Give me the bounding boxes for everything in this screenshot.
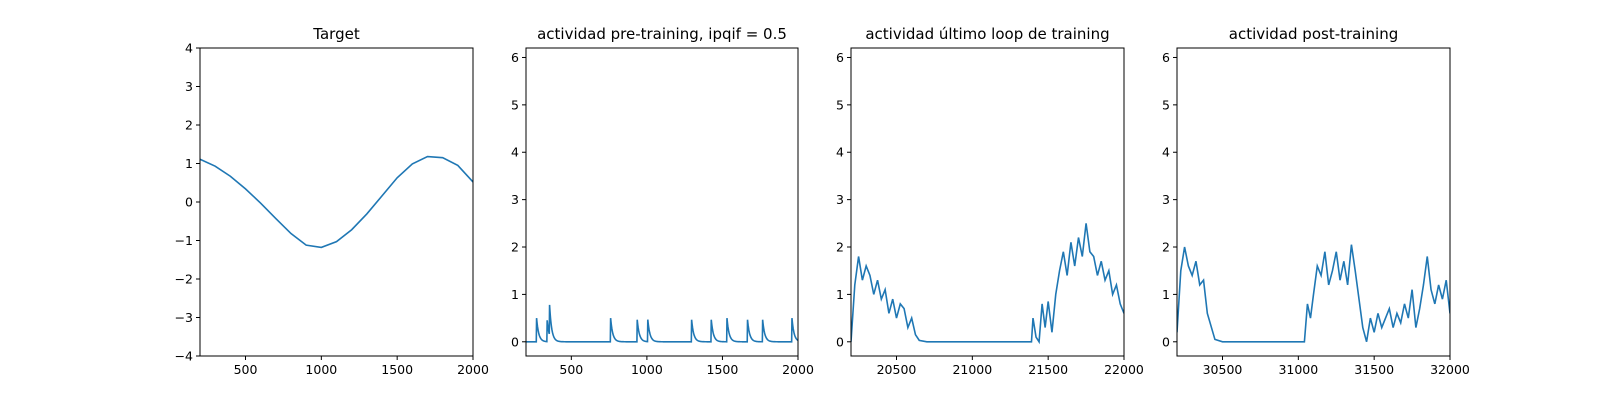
y-tick-label: 1: [1162, 287, 1170, 302]
x-tick-label: 30500: [1203, 362, 1243, 377]
x-tick-label: 31500: [1354, 362, 1394, 377]
chart-title: actividad pre-training, ipqif = 0.5: [537, 25, 787, 43]
y-tick-label: 2: [1162, 240, 1170, 255]
y-tick-label: 0: [836, 334, 844, 349]
x-tick-label: 31000: [1278, 362, 1318, 377]
series-line: [1177, 244, 1450, 343]
y-tick-label: 1: [836, 287, 844, 302]
y-tick-label: −4: [175, 349, 193, 364]
axes-frame: [525, 47, 799, 357]
y-tick-label: 1: [185, 156, 193, 171]
y-tick-label: 6: [511, 50, 519, 65]
axes-frame: [1176, 47, 1451, 357]
y-tick-label: −1: [175, 233, 193, 248]
axes-frame: [199, 47, 474, 357]
x-tick-label: 21000: [952, 362, 992, 377]
y-tick-label: 6: [1162, 50, 1170, 65]
y-tick-label: 6: [836, 50, 844, 65]
y-tick-label: 3: [185, 79, 193, 94]
y-tick-label: 4: [836, 145, 844, 160]
x-tick-label: 1500: [381, 362, 413, 377]
x-tick-label: 32000: [1430, 362, 1470, 377]
x-tick-label: 500: [559, 362, 583, 377]
y-tick-label: 2: [511, 240, 519, 255]
axes-frame: [850, 47, 1125, 357]
series-line: [526, 304, 798, 343]
series-line: [200, 155, 473, 249]
chart-panel-1: Target 500 1000 1500 2000 −4 −3 −2 −1 0 1 2 3 4: [175, 25, 489, 377]
x-tick-label: 2000: [782, 362, 814, 377]
x-tick-label: 1000: [305, 362, 337, 377]
y-tick-label: 2: [836, 240, 844, 255]
x-tick-label: 2000: [457, 362, 489, 377]
y-tick-label: 1: [511, 287, 519, 302]
x-tick-label: 500: [234, 362, 258, 377]
x-tick-label: 1500: [707, 362, 739, 377]
y-tick-label: 3: [511, 192, 519, 207]
y-tick-label: −2: [175, 272, 193, 287]
y-tick-label: 5: [1162, 97, 1170, 112]
y-tick-label: 5: [836, 97, 844, 112]
y-tick-label: 3: [836, 192, 844, 207]
chart-title: Target: [312, 25, 360, 43]
y-tick-label: 2: [185, 118, 193, 133]
y-tick-label: 0: [1162, 334, 1170, 349]
y-tick-label: 4: [185, 41, 193, 56]
y-tick-label: 0: [185, 195, 193, 210]
y-tick-label: 0: [511, 334, 519, 349]
series-line: [851, 223, 1124, 345]
y-tick-label: 4: [511, 145, 519, 160]
y-tick-label: 5: [511, 97, 519, 112]
chart-title: actividad post-training: [1229, 25, 1398, 43]
x-tick-label: 1000: [631, 362, 663, 377]
chart-title: actividad último loop de training: [865, 25, 1109, 43]
x-tick-label: 20500: [877, 362, 917, 377]
y-tick-label: 3: [1162, 192, 1170, 207]
x-tick-label: 21500: [1028, 362, 1068, 377]
y-tick-label: −3: [175, 310, 193, 325]
x-tick-label: 22000: [1104, 362, 1144, 377]
y-tick-label: 4: [1162, 145, 1170, 160]
